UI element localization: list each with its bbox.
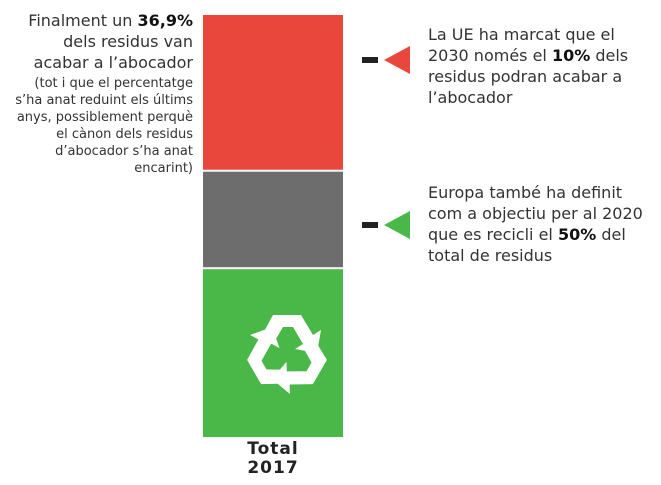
bar-segment — [203, 15, 343, 170]
marker-bottom — [362, 211, 410, 239]
annotation-right-bottom: Europa també ha definit com a objectiu p… — [428, 182, 660, 266]
text-bold: 50% — [557, 225, 597, 244]
text: La UE ha marcat que el 2030 només el — [428, 25, 615, 65]
marker-triangle — [384, 46, 410, 74]
text-bold: 10% — [551, 46, 591, 65]
text-bold: 36,9% — [137, 11, 193, 30]
annotation-left: Finalment un 36,9% dels residus van acab… — [8, 10, 193, 177]
marker-dash — [362, 57, 378, 63]
note: (tot i que el percentatge s’ha anat redu… — [15, 76, 193, 176]
text: dels residus van acabar a l’abocador — [33, 32, 193, 72]
arrow-body — [247, 327, 287, 385]
recycle-arrow — [247, 327, 287, 385]
text: dels residus podran acabar a l’abocador — [428, 46, 629, 107]
text: Finalment un — [28, 11, 133, 30]
marker-triangle — [384, 211, 410, 239]
marker-top — [362, 46, 410, 74]
recycle-icon — [247, 315, 327, 394]
marker-dash — [362, 222, 378, 228]
category-label: Total 2017 — [247, 439, 299, 478]
bar-segment — [203, 171, 343, 268]
annotation-right-top: La UE ha marcat que el 2030 només el 10%… — [428, 24, 660, 108]
text: del total de residus — [428, 225, 626, 265]
text: Europa també ha definit com a objectiu p… — [428, 183, 643, 244]
